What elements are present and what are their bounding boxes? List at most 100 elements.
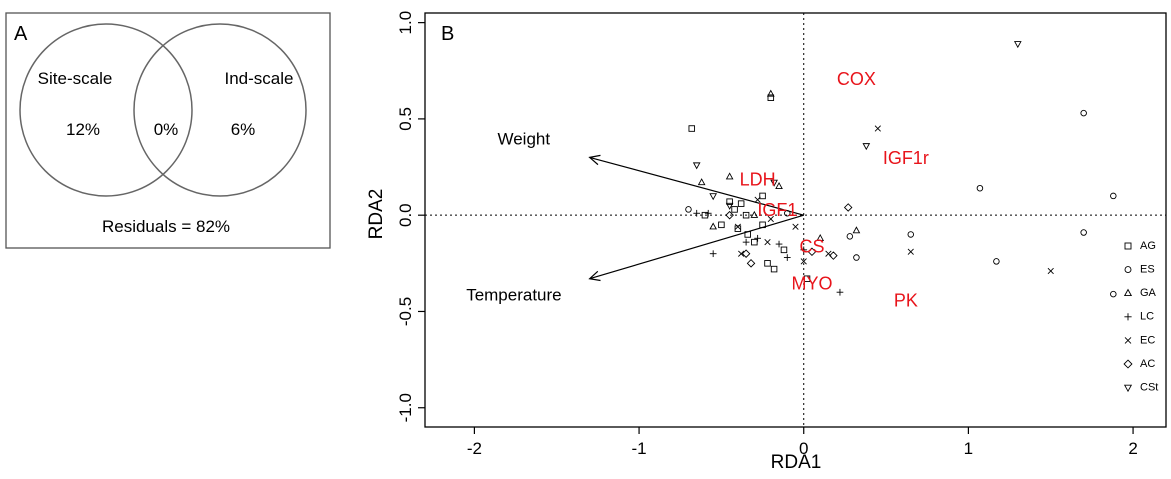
panel-b-label: B bbox=[441, 23, 454, 45]
data-point-es bbox=[993, 258, 1000, 265]
venn-value-ind-scale: 6% bbox=[231, 120, 256, 139]
data-point-ec bbox=[734, 223, 741, 230]
data-point-lc bbox=[709, 250, 717, 258]
y-tick-label: -0.5 bbox=[396, 297, 415, 326]
variable-label-igf1: IGF1 bbox=[757, 200, 797, 220]
data-point-lc bbox=[742, 238, 750, 246]
y-tick-label: 1.0 bbox=[396, 11, 415, 35]
data-point-lc bbox=[800, 246, 808, 254]
data-point-lc bbox=[775, 240, 783, 248]
data-point-es bbox=[846, 233, 854, 240]
data-point-ac bbox=[807, 247, 817, 257]
data-point-ag bbox=[759, 192, 766, 200]
data-point-cst bbox=[725, 202, 734, 210]
x-tick-label: -2 bbox=[467, 439, 482, 458]
legend-marker-ac bbox=[1123, 359, 1133, 369]
venn-value-site-scale: 12% bbox=[66, 120, 100, 139]
legend-marker-es bbox=[1124, 266, 1132, 274]
data-point-es bbox=[1110, 192, 1117, 200]
variable-label-igf1r: IGF1r bbox=[883, 148, 929, 168]
legend-label-ag: AG bbox=[1140, 240, 1156, 252]
data-point-ec bbox=[764, 239, 771, 246]
data-point-lc bbox=[754, 234, 761, 242]
data-point-ag bbox=[764, 260, 771, 267]
y-axis: -1.0 -0.5 0.0 0.5 1.0 bbox=[396, 11, 425, 422]
venn-set-name-site-scale: Site-scale bbox=[38, 69, 113, 88]
data-point-ag bbox=[726, 198, 733, 205]
data-point-ec bbox=[1047, 267, 1054, 275]
panel-a-frame bbox=[5, 12, 331, 249]
y-tick-label: 0.0 bbox=[396, 203, 415, 227]
data-point-ag bbox=[701, 211, 709, 219]
data-point-ag bbox=[751, 238, 758, 246]
data-point-ac bbox=[746, 259, 756, 268]
data-point-ag bbox=[688, 125, 696, 132]
arrow-label-temperature: Temperature bbox=[466, 286, 561, 305]
legend-marker-lc bbox=[1124, 313, 1132, 321]
legend: AG ES GA LC EC AC CSt bbox=[1123, 240, 1158, 394]
y-tick-label: -1.0 bbox=[396, 393, 415, 422]
data-point-ga bbox=[852, 226, 861, 234]
data-points bbox=[685, 41, 1117, 298]
data-point-ec bbox=[738, 250, 745, 257]
data-point-es bbox=[907, 231, 915, 238]
data-point-ga bbox=[725, 172, 734, 180]
data-point-ag bbox=[803, 275, 811, 282]
data-point-cst bbox=[862, 143, 871, 151]
legend-entry-es: ES bbox=[1124, 264, 1155, 276]
data-point-lc bbox=[693, 209, 701, 217]
data-point-lc bbox=[836, 288, 844, 296]
data-point-ga bbox=[775, 182, 783, 189]
series-cst bbox=[692, 41, 1022, 210]
x-axis-title: RDA1 bbox=[771, 452, 822, 473]
venn-residuals: Residuals = 82% bbox=[102, 217, 230, 236]
data-point-es bbox=[853, 254, 860, 261]
series-lc bbox=[693, 209, 844, 296]
legend-entry-cst: CSt bbox=[1123, 382, 1158, 394]
data-point-ag bbox=[767, 94, 775, 101]
venn-set-name-ind-scale: Ind-scale bbox=[225, 69, 294, 88]
x-axis: -2 -1 0 1 2 bbox=[467, 427, 1138, 458]
data-point-ag bbox=[734, 225, 742, 232]
data-point-ac bbox=[741, 249, 751, 258]
data-point-ec bbox=[874, 125, 881, 132]
data-point-lc bbox=[704, 209, 712, 217]
data-point-es bbox=[685, 206, 692, 213]
data-point-cst bbox=[770, 179, 778, 187]
legend-entry-ga: GA bbox=[1123, 287, 1157, 299]
legend-marker-ga bbox=[1123, 288, 1133, 297]
data-point-ag bbox=[742, 211, 750, 219]
legend-entry-lc: LC bbox=[1124, 311, 1154, 323]
data-point-es bbox=[976, 184, 984, 192]
venn-value-overlap: 0% bbox=[154, 120, 179, 139]
legend-entry-ac: AC bbox=[1123, 358, 1155, 370]
variable-label-myo: MYO bbox=[791, 273, 832, 293]
arrow-weight: Weight bbox=[497, 130, 804, 216]
legend-label-es: ES bbox=[1140, 264, 1155, 276]
x-tick-label: 1 bbox=[964, 439, 973, 458]
data-point-cst bbox=[692, 162, 701, 170]
data-point-ag bbox=[737, 200, 745, 207]
data-point-ec bbox=[767, 215, 774, 223]
data-point-ec bbox=[907, 248, 914, 255]
x-tick-label: -1 bbox=[632, 439, 647, 458]
legend-label-ac: AC bbox=[1140, 358, 1155, 370]
reference-lines bbox=[425, 13, 1166, 427]
series-ac bbox=[725, 203, 853, 268]
data-point-ac bbox=[843, 203, 853, 212]
data-point-ec bbox=[792, 223, 799, 230]
panel-a-venn: A Site-scale Ind-scale 12% 0% 6% Residua… bbox=[5, 12, 331, 249]
data-point-cst bbox=[1013, 41, 1022, 49]
series-ag bbox=[688, 94, 811, 282]
y-tick-label: 0.5 bbox=[396, 107, 415, 131]
data-point-ac bbox=[725, 210, 734, 220]
biplot-arrows: Weight Temperature bbox=[466, 130, 804, 305]
data-point-ga bbox=[750, 210, 759, 218]
plot-frame bbox=[424, 12, 1167, 428]
data-point-lc bbox=[783, 254, 791, 261]
data-point-ag bbox=[731, 206, 738, 213]
data-point-ga bbox=[709, 222, 718, 230]
legend-label-lc: LC bbox=[1140, 311, 1154, 323]
